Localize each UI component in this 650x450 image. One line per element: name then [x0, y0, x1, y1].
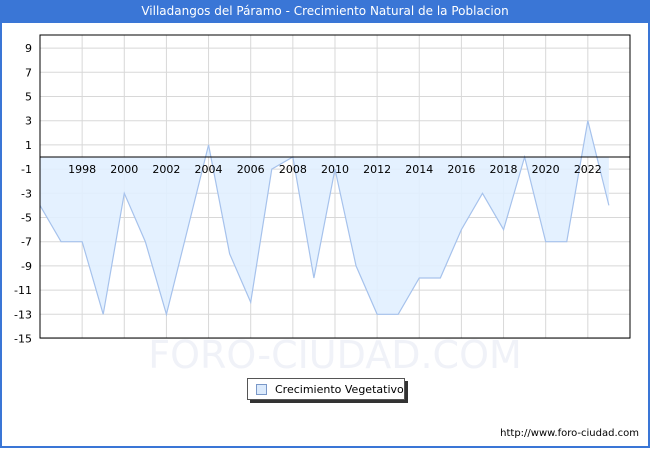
x-tick-label: 2016	[447, 163, 475, 176]
x-tick-label: 2012	[363, 163, 391, 176]
y-tick-label: 5	[25, 91, 32, 104]
x-tick-label: 2014	[405, 163, 433, 176]
x-tick-label: 2004	[195, 163, 223, 176]
y-tick-label: 3	[25, 115, 32, 128]
x-tick-label: 2002	[152, 163, 180, 176]
x-tick-label: 2018	[490, 163, 518, 176]
x-tick-label: 2008	[279, 163, 307, 176]
legend: Crecimiento Vegetativo	[247, 378, 405, 400]
y-tick-label: 7	[25, 66, 32, 79]
y-tick-label: 9	[25, 42, 32, 55]
y-tick-label: -3	[21, 187, 32, 200]
watermark: FORO-CIUDAD.COM	[148, 333, 522, 377]
x-tick-label: 2010	[321, 163, 349, 176]
x-tick-label: 1998	[68, 163, 96, 176]
plot-border	[39, 34, 631, 339]
y-tick-label: -11	[14, 284, 32, 297]
x-tick-label: 2022	[574, 163, 602, 176]
y-tick-label: -1	[21, 163, 32, 176]
y-tick-label: 1	[25, 139, 32, 152]
legend-label: Crecimiento Vegetativo	[275, 382, 404, 396]
source-url: http://www.foro-ciudad.com	[500, 428, 639, 439]
chart-title: Villadangos del Páramo - Crecimiento Nat…	[0, 0, 650, 23]
x-tick-label: 2020	[532, 163, 560, 176]
legend-swatch	[256, 383, 267, 395]
x-tick-label: 2006	[237, 163, 265, 176]
data-line	[39, 120, 610, 317]
y-tick-label: -13	[14, 308, 32, 321]
y-tick-label: -9	[21, 260, 32, 273]
y-tick-label: -15	[14, 333, 32, 346]
x-tick-label: 2000	[110, 163, 138, 176]
y-tick-label: -7	[21, 236, 32, 249]
y-tick-label: -5	[21, 212, 32, 225]
area-fill	[40, 120, 609, 315]
